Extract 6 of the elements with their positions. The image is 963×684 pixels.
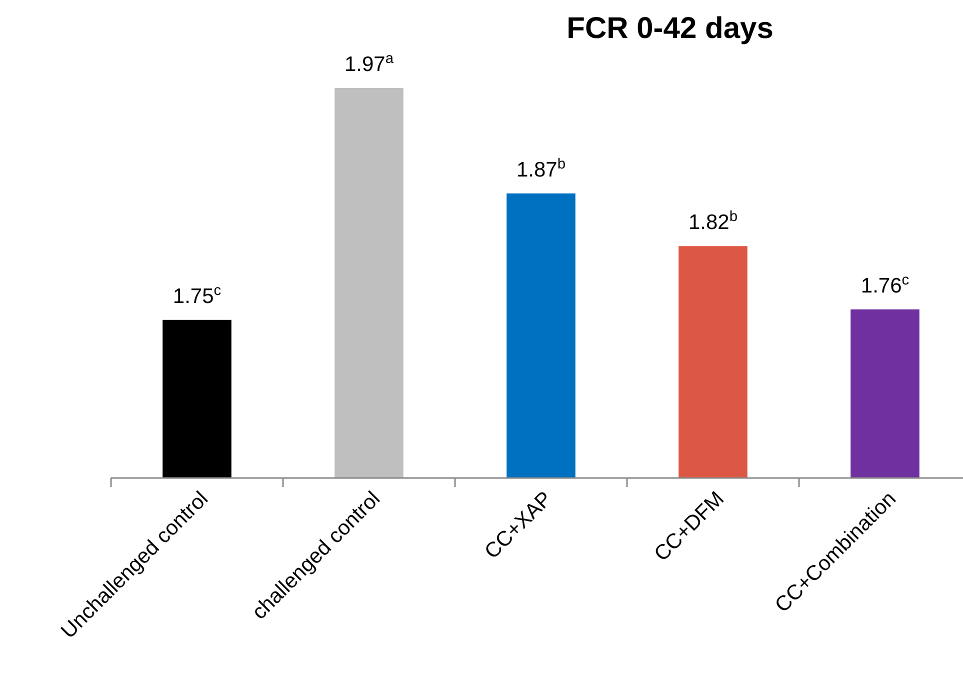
chart-title: FCR 0-42 days [566, 12, 774, 45]
data-label: 1.75$^{c}$ [172, 282, 222, 308]
data-label: 1.76$^{c}$ [860, 272, 910, 298]
data-label: 1.82$^{b}$ [688, 209, 738, 234]
data-label: 1.87$^{b}$ [516, 156, 566, 182]
data-label: 1.97$^{a}$ [344, 51, 394, 76]
